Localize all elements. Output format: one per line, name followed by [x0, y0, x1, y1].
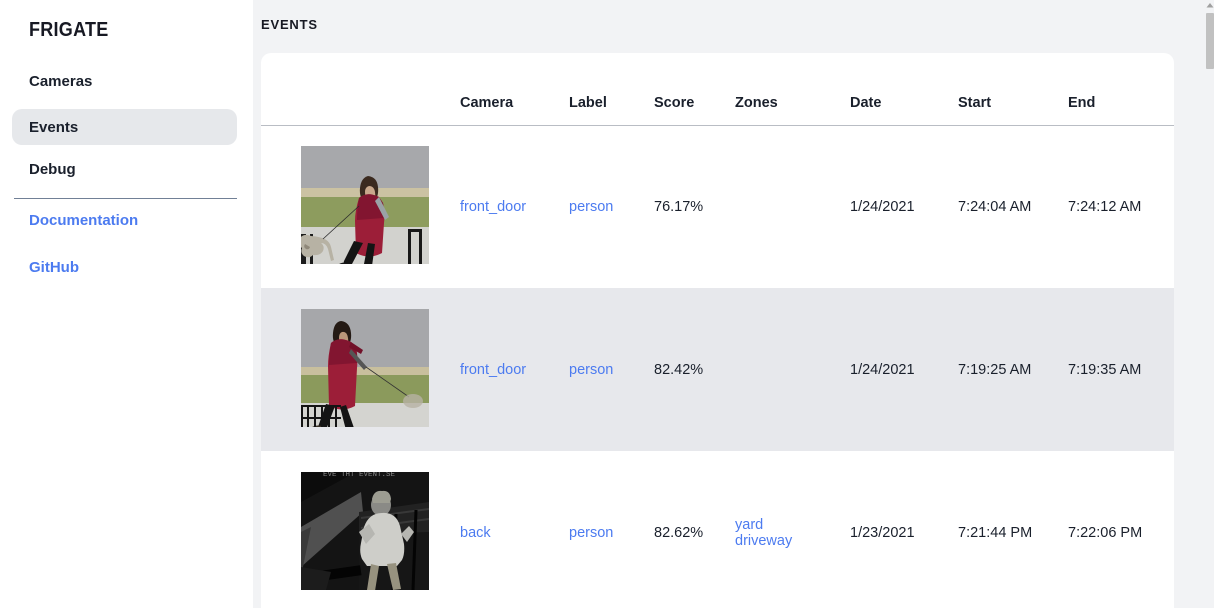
svg-text:EVE THT EVENT.SE: EVE THT EVENT.SE — [323, 472, 396, 479]
